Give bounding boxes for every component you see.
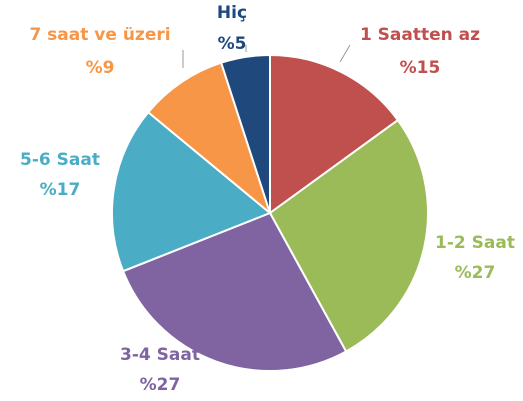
leader-line	[339, 44, 351, 63]
value-label: %15	[400, 58, 441, 78]
value-label: %9	[86, 58, 115, 78]
slice	[268, 118, 429, 353]
slice-label: 1 Saatten az	[360, 25, 480, 45]
slice-label: 7 saat ve üzeri	[29, 25, 170, 45]
slice	[219, 53, 271, 214]
value-label: %5	[218, 34, 247, 54]
slice-label: 3-4 Saat	[120, 345, 200, 365]
slice	[146, 61, 273, 216]
value-label: %17	[40, 180, 81, 200]
slice-label: 1-2 Saat	[435, 233, 515, 253]
slice-label: Hiç	[217, 3, 247, 23]
slice	[111, 110, 272, 273]
value-label: %27	[140, 375, 181, 395]
value-label: %27	[455, 263, 496, 283]
slice-label: 5-6 Saat	[20, 150, 100, 170]
slice	[121, 211, 348, 372]
slice	[269, 53, 400, 215]
